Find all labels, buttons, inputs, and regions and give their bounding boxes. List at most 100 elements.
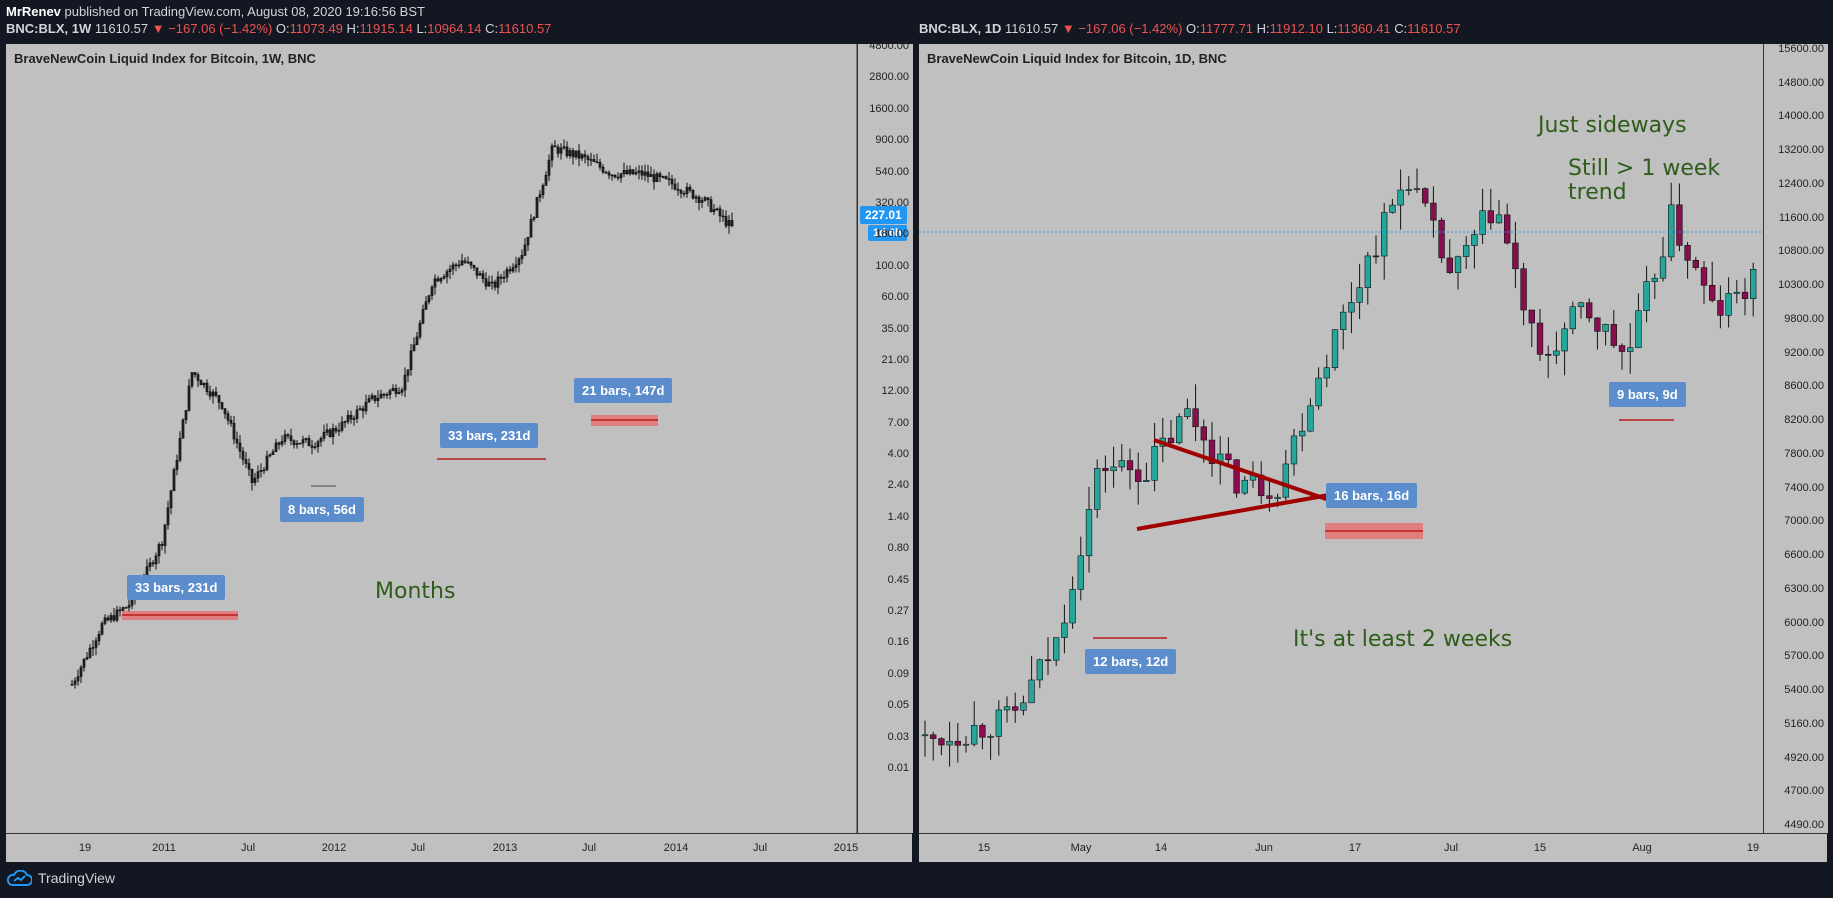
candle-body [1602,323,1609,332]
price-tick-label: 13200.00 [1778,144,1824,157]
right-measure-label-3[interactable]: 9 bars, 9d [1609,382,1686,407]
time-tick-label: 2012 [321,842,347,854]
candle-body [472,265,476,269]
price-tick-label: 9200.00 [1784,346,1824,359]
candle-body [1167,437,1175,444]
price-tick-label: 0.27 [887,605,909,618]
candle-body [1528,309,1535,324]
left-measure-label-2[interactable]: 8 bars, 56d [280,497,364,522]
candle-body [211,391,215,397]
price-tick-label: 540.00 [875,165,909,178]
candle-body [1085,509,1093,557]
left-symbol[interactable]: BNC:BLX, 1W [6,21,92,36]
left-open: 11073.49 [289,21,343,36]
candle-body [526,236,530,246]
candle-body [214,391,218,396]
tradingview-logo[interactable]: TradingView [6,870,115,886]
right-price-axis[interactable]: 15600.00 14800.00 14000.00 13200.00 12400.00… [1763,43,1828,833]
left-high: 11915.14 [359,21,413,36]
candle-body [442,276,446,279]
candle-body [361,408,365,412]
right-measure-label-1[interactable]: 12 bars, 12d [1085,649,1177,674]
candle-body [1372,255,1380,258]
candle-body [460,260,464,266]
candle-body [703,197,707,201]
candle-body [1053,637,1060,661]
candle-body [313,446,317,449]
price-tick-label: 21.00 [881,353,909,366]
price-tick-label: 4800.00 [869,40,909,52]
left-chart-canvas[interactable] [6,44,857,833]
candle-body [706,197,710,200]
time-tick-label: Jul [581,842,597,854]
candle-body [292,440,296,445]
candle-body [730,220,734,227]
candle-body [1545,354,1552,356]
candle-body [580,154,584,159]
candle-body [1102,468,1109,472]
candle-body [235,438,239,444]
candle-body [169,490,173,509]
candle-body [607,172,611,176]
candle-body [938,738,945,746]
candle-body [406,369,410,376]
right-symbol[interactable]: BNC:BLX, 1D [919,21,1002,36]
left-low-label: L: [416,21,428,36]
candle-body [547,159,551,176]
right-chart-pane[interactable]: BraveNewCoin Liquid Index for Bitcoin, 1… [919,44,1763,833]
candle-body [454,264,458,267]
publish-info: MrRenev published on TradingView.com, Au… [6,4,425,19]
candle-body [574,150,578,158]
candle-body [334,428,338,432]
candle-body [478,273,482,276]
right-time-axis[interactable]: 15 May 14 Jun 17 Jul 15 Aug 19 [919,833,1827,862]
right-chart-canvas[interactable] [919,44,1763,833]
candle-body [1028,679,1035,704]
candle-body [490,281,494,284]
left-time-axis[interactable]: 19 2011 Jul 2012 Jul 2013 Jul 2014 Jul 2015 [6,833,912,862]
price-tick-label: 35.00 [881,322,909,335]
candle-body [1077,555,1084,590]
left-price-axis[interactable]: 227.01 1d 6h 4800.00 2800.00 1600.00 900.00… [857,40,913,833]
candle-body [1536,322,1544,355]
candle-body [1340,311,1347,330]
candle-body [487,281,491,287]
candle-body [118,609,122,612]
candle-body [715,208,719,211]
left-chart-pane[interactable]: BraveNewCoin Liquid Index for Bitcoin, 1… [6,44,857,833]
candle-body [469,261,473,266]
candle-body [1430,202,1437,221]
candle-body [559,147,563,154]
left-measure-label-4[interactable]: 21 bars, 147d [574,378,673,403]
price-tick-label: 5400.00 [1784,684,1824,697]
cloud-icon [6,870,32,886]
candle-body [274,442,278,453]
author-name[interactable]: MrRenev [6,4,61,19]
candle-body [436,278,440,282]
left-measure-label-1[interactable]: 33 bars, 231d [127,575,226,600]
right-chart-title: BraveNewCoin Liquid Index for Bitcoin, 1… [927,51,1227,66]
candle-body [1381,212,1388,257]
candle-body [610,174,614,177]
price-tick-label: 1.40 [887,510,909,523]
right-measure-label-2[interactable]: 16 bars, 16d [1326,483,1418,508]
price-tick-label: 60.00 [881,291,909,304]
candle-body [76,676,80,682]
candle-body [1586,302,1593,319]
left-measure-label-3[interactable]: 33 bars, 231d [440,423,539,448]
candle-body [1446,257,1453,273]
candle-body [1733,291,1740,294]
candle-body [1143,480,1150,482]
candle-body [85,657,89,660]
price-tick-label: 7000.00 [1784,515,1824,528]
candle-body [448,268,452,272]
candle-body [496,276,500,288]
time-tick-label: 15 [1533,842,1547,854]
left-note-months: Months [375,579,456,604]
candle-body [289,435,293,441]
candle-body [1184,408,1191,418]
candle-body [148,562,152,568]
price-tick-label: 9800.00 [1784,312,1824,325]
candle-body [622,170,626,174]
candle-body [400,389,404,393]
